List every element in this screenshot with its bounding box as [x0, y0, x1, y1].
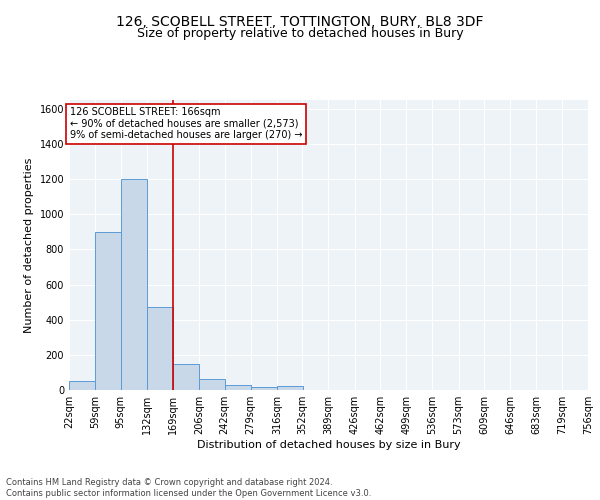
Text: Size of property relative to detached houses in Bury: Size of property relative to detached ho…	[137, 28, 463, 40]
Bar	[277, 386, 303, 390]
Bar	[121, 179, 147, 390]
Bar	[69, 381, 95, 390]
Bar	[251, 388, 277, 390]
Text: 126 SCOBELL STREET: 166sqm
← 90% of detached houses are smaller (2,573)
9% of se: 126 SCOBELL STREET: 166sqm ← 90% of deta…	[70, 107, 302, 140]
Text: 126, SCOBELL STREET, TOTTINGTON, BURY, BL8 3DF: 126, SCOBELL STREET, TOTTINGTON, BURY, B…	[116, 15, 484, 29]
Y-axis label: Number of detached properties: Number of detached properties	[24, 158, 34, 332]
Bar	[95, 232, 121, 390]
Text: Contains HM Land Registry data © Crown copyright and database right 2024.
Contai: Contains HM Land Registry data © Crown c…	[6, 478, 371, 498]
Bar	[147, 308, 173, 390]
Bar	[173, 364, 199, 390]
Bar	[199, 380, 225, 390]
Bar	[224, 384, 251, 390]
X-axis label: Distribution of detached houses by size in Bury: Distribution of detached houses by size …	[197, 440, 460, 450]
